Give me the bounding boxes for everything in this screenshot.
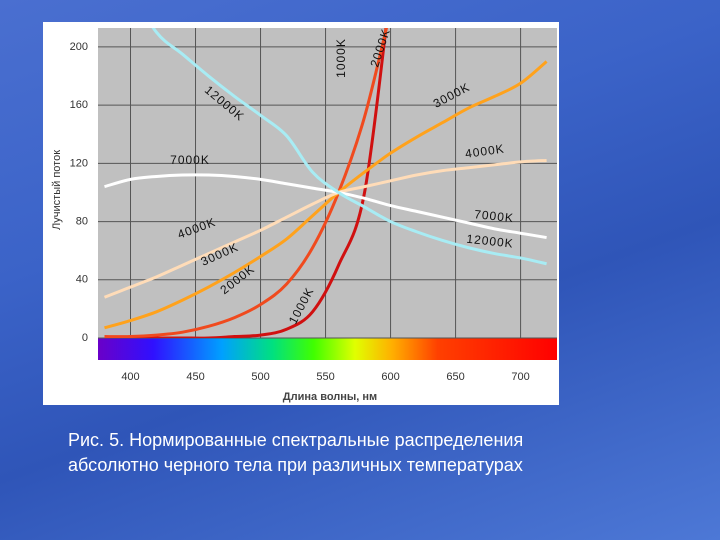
lines (103, 28, 548, 338)
curve-label: 7000K (474, 207, 515, 225)
y-tick-label: 0 (82, 332, 88, 344)
curve-label: 4000K (464, 141, 505, 160)
x-tick-label: 500 (251, 371, 269, 383)
caption: Рис. 5. Нормированные спектральные распр… (68, 428, 523, 478)
x-tick-label: 400 (121, 371, 139, 383)
x-tick-label: 600 (381, 371, 399, 383)
x-tick-label: 650 (446, 371, 464, 383)
x-axis-label: Длина волны, нм (283, 391, 377, 403)
y-tick-label: 200 (70, 41, 88, 53)
curve (151, 28, 547, 266)
y-tick-label: 40 (76, 274, 88, 286)
y-tick-label: 120 (70, 157, 88, 169)
y-axis-label: Лучистый поток (51, 150, 63, 230)
curve (104, 28, 388, 338)
x-tick-label: 700 (511, 371, 529, 383)
curve (104, 173, 547, 240)
y-tick-label: 160 (70, 99, 88, 111)
x-tick-label: 550 (316, 371, 334, 383)
curve (104, 28, 388, 338)
curve-label: 1000K (334, 38, 348, 78)
x-tick-label: 450 (186, 371, 204, 383)
y-tick-label: 80 (76, 215, 88, 227)
spectrum-bar (98, 338, 557, 360)
caption-line: абсолютно черного тела при различных тем… (68, 455, 523, 475)
curve (103, 158, 547, 299)
caption-line: Рис. 5. Нормированные спектральные распр… (68, 430, 524, 450)
curve (104, 60, 548, 330)
curve-label: 7000K (170, 153, 210, 167)
curve-label: 12000K (466, 232, 515, 251)
